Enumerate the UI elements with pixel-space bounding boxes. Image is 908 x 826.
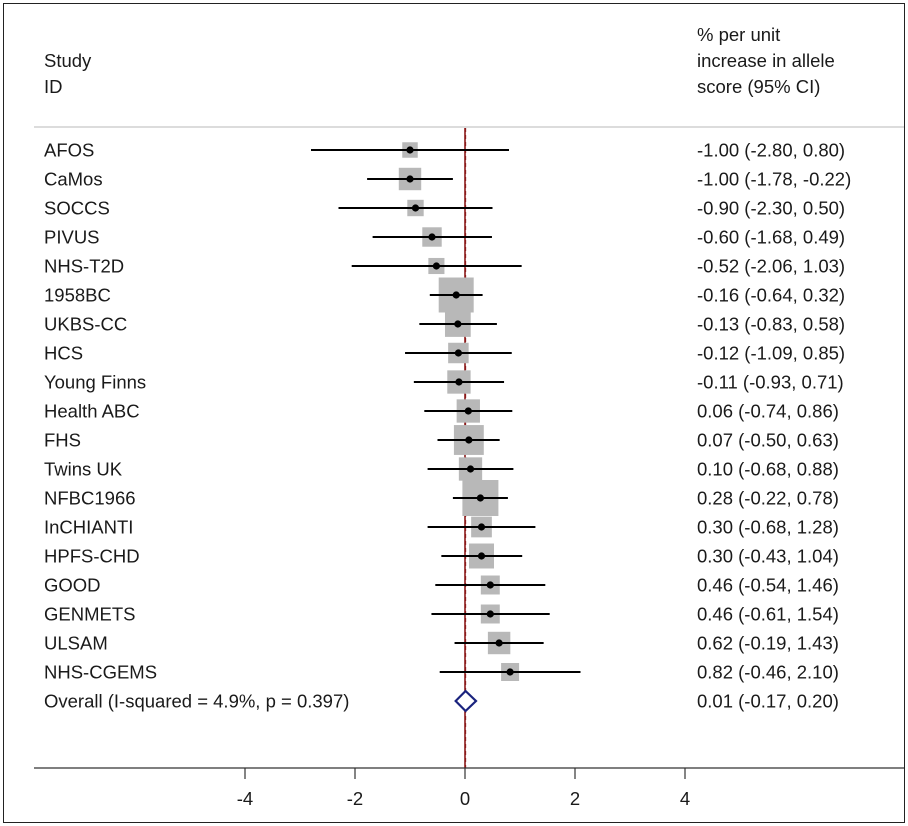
ci-value-text: 0.06 (-0.74, 0.86) [697,401,839,422]
estimate-header-line-3: score (95% CI) [697,76,821,97]
study-label: NHS-T2D [44,256,124,277]
ci-value-text: -0.12 (-1.09, 0.85) [697,343,845,364]
point-estimate [506,668,514,676]
point-estimate [477,552,486,560]
overall-ci-value-text: 0.01 (-0.17, 0.20) [697,691,839,712]
study-label: HPFS-CHD [44,546,140,567]
study-label: HCS [44,343,83,364]
study-label: AFOS [44,140,94,161]
point-estimate [486,581,494,589]
study-label: InCHIANTI [44,517,133,538]
study-label: NHS-CGEMS [44,662,157,683]
study-label: ULSAM [44,633,108,654]
ci-value-text: 0.46 (-0.61, 1.54) [697,604,839,625]
point-estimate [411,204,420,212]
overall-label: Overall (I-squared = 4.9%, p = 0.397) [44,691,349,712]
point-estimate [432,262,440,270]
ci-value-text: -0.90 (-2.30, 0.50) [697,198,845,219]
x-tick-label: 4 [680,788,690,809]
estimate-header: % per unit increase in allele score (95%… [697,22,835,100]
point-estimate [454,320,462,328]
point-estimate [406,175,414,183]
x-tick-label: 0 [460,788,470,809]
point-estimate [466,465,475,473]
point-estimate [406,146,414,154]
forest-plot-frame [3,3,905,823]
study-label: GOOD [44,575,101,596]
ci-value-text: 0.46 (-0.54, 1.46) [697,575,839,596]
study-label: 1958BC [44,285,111,306]
overall-diamond [454,689,478,713]
x-tick-label: -2 [347,788,363,809]
ci-value-text: -0.60 (-1.68, 0.49) [697,227,845,248]
point-estimate [476,494,484,502]
ci-value-text: -0.52 (-2.06, 1.03) [697,256,845,277]
ci-value-text: 0.07 (-0.50, 0.63) [697,430,839,451]
estimate-header-line-2: increase in allele [697,50,835,71]
point-estimate [477,523,486,531]
x-tick-label: 2 [570,788,580,809]
ci-value-text: 0.30 (-0.68, 1.28) [697,517,839,538]
study-label: PIVUS [44,227,100,248]
study-label: FHS [44,430,81,451]
study-label: SOCCS [44,198,110,219]
ci-value-text: 0.28 (-0.22, 0.78) [697,488,839,509]
ci-value-text: -0.11 (-0.93, 0.71) [697,372,844,393]
ci-value-text: 0.10 (-0.68, 0.88) [697,459,839,480]
study-header-line: Study [44,50,92,71]
ci-value-text: -0.16 (-0.64, 0.32) [697,285,845,306]
study-id-header: Study ID [44,48,91,100]
ci-value-text: 0.82 (-0.46, 2.10) [697,662,839,683]
point-estimate [486,610,494,618]
study-label: CaMos [44,169,103,190]
ci-value-text: -1.00 (-2.80, 0.80) [697,140,845,161]
study-label: Health ABC [44,401,140,422]
estimate-header-line-1: % per unit [697,24,781,45]
point-estimate [464,407,472,415]
point-estimate [465,436,473,444]
point-estimate [454,349,462,357]
ci-value-text: -0.13 (-0.83, 0.58) [697,314,845,335]
study-label: GENMETS [44,604,135,625]
x-tick-label: -4 [237,788,253,809]
id-header-line: ID [44,76,63,97]
study-label: UKBS-CC [44,314,127,335]
point-estimate [455,378,463,386]
point-estimate [428,233,436,241]
ci-value-text: 0.30 (-0.43, 1.04) [697,546,839,567]
study-label: Twins UK [44,459,123,480]
study-label: Young Finns [44,372,146,393]
ci-value-text: -1.00 (-1.78, -0.22) [697,169,851,190]
study-label: NFBC1966 [44,488,136,509]
point-estimate [495,639,503,647]
ci-value-text: 0.62 (-0.19, 1.43) [697,633,839,654]
point-estimate [452,291,460,299]
